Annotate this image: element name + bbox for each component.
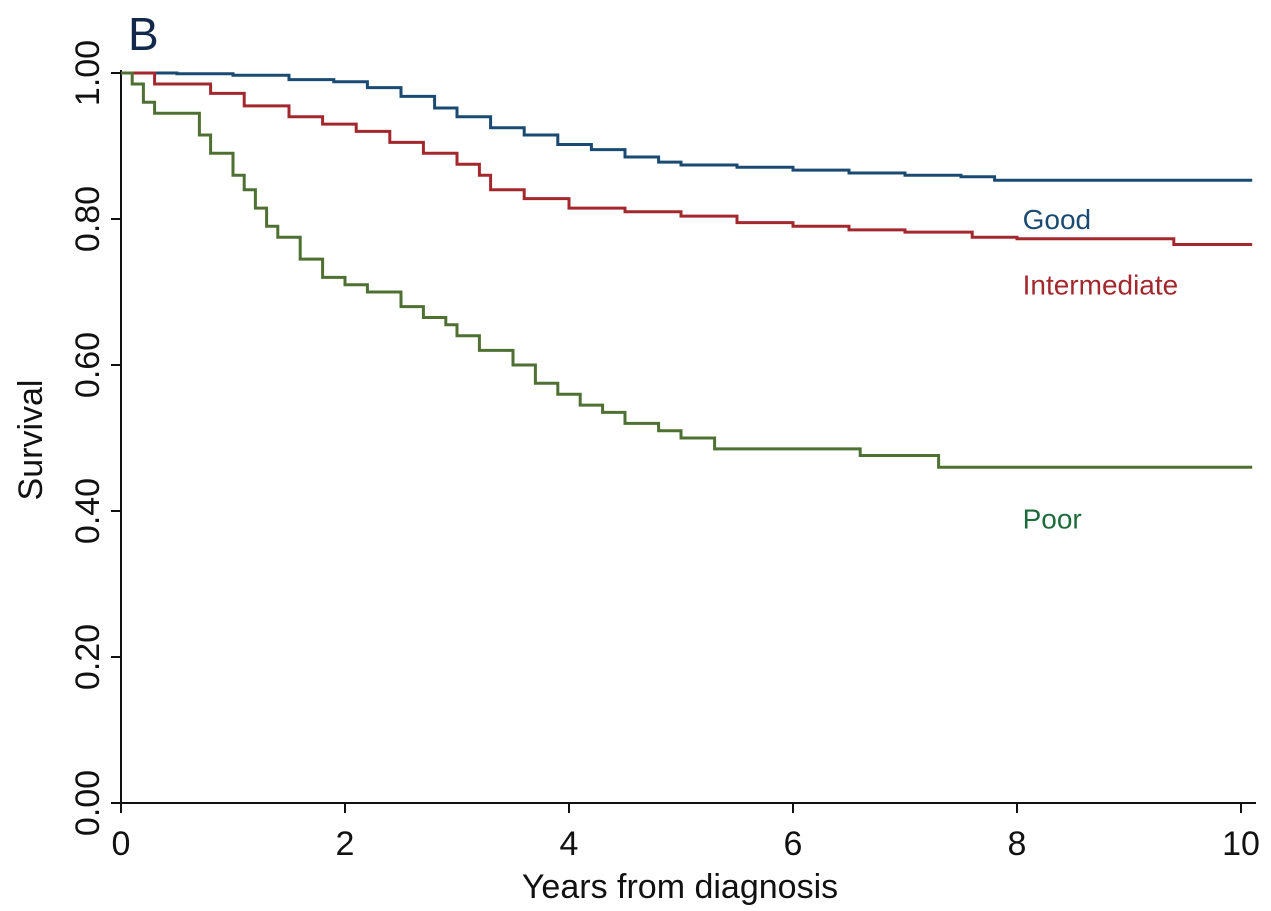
y-tick-label: 0.80 <box>69 186 107 252</box>
x-tick-label: 10 <box>1222 825 1260 863</box>
annotation-layer: Good Intermediate Poor <box>1023 204 1179 534</box>
x-tick-label: 0 <box>112 825 131 863</box>
y-tick-label: 0.40 <box>69 478 107 544</box>
series-line-good <box>121 71 1253 182</box>
x-tick-label: 6 <box>784 825 803 863</box>
x-axis-title: Years from diagnosis <box>522 868 838 906</box>
series-label-intermediate: Intermediate <box>1023 270 1179 301</box>
x-tick-label: 2 <box>336 825 355 863</box>
x-ticks: 0 2 4 6 8 10 <box>112 803 1260 863</box>
series-label-good: Good <box>1023 204 1092 235</box>
axes <box>120 70 1256 804</box>
series-label-poor: Poor <box>1023 503 1082 534</box>
series-line-poor <box>121 71 1253 469</box>
series-line-intermediate <box>121 71 1253 246</box>
y-axis-title: Survival <box>12 380 50 501</box>
y-tick-label: 0.20 <box>69 624 107 690</box>
y-tick-label: 0.60 <box>69 332 107 398</box>
x-tick-label: 4 <box>560 825 579 863</box>
y-tick-label: 1.00 <box>69 40 107 106</box>
y-ticks: 0.00 0.20 0.40 0.60 0.80 1.00 <box>69 40 121 836</box>
y-tick-label: 0.00 <box>69 770 107 836</box>
series-layer <box>121 71 1253 469</box>
x-tick-label: 8 <box>1008 825 1027 863</box>
panel-label: B <box>128 8 159 60</box>
